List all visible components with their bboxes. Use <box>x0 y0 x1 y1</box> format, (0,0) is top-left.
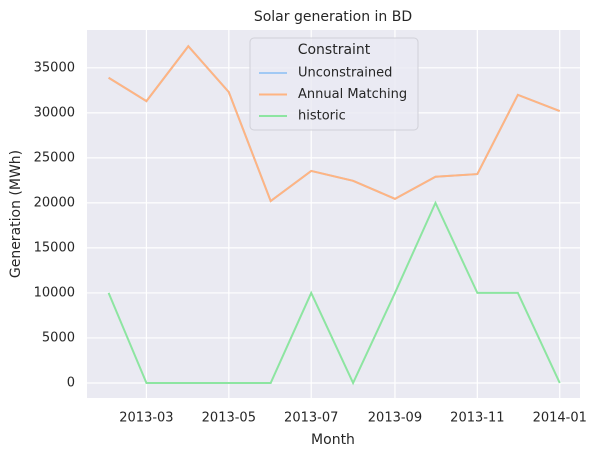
legend-label: historic <box>298 109 346 124</box>
chart-title: Solar generation in BD <box>254 9 412 25</box>
x-tick-label: 2014-01 <box>533 411 587 426</box>
x-axis-label: Month <box>311 432 355 448</box>
legend-label: Annual Matching <box>298 87 407 102</box>
x-tick-label: 2013-09 <box>368 411 422 426</box>
y-tick-label: 30000 <box>34 105 75 120</box>
x-tick-label: 2013-11 <box>450 411 504 426</box>
y-tick-label: 15000 <box>34 240 75 255</box>
y-tick-label: 10000 <box>34 285 75 300</box>
y-axis-label: Generation (MWh) <box>8 150 24 278</box>
legend-label: Unconstrained <box>298 66 392 81</box>
y-tick-label: 5000 <box>42 330 75 345</box>
x-tick-label: 2013-07 <box>284 411 338 426</box>
legend-box <box>249 37 419 131</box>
y-tick-label: 25000 <box>34 150 75 165</box>
legend-title: Constraint <box>298 42 371 58</box>
y-tick-label: 0 <box>67 375 75 390</box>
x-tick-label: 2013-03 <box>119 411 173 426</box>
y-tick-label: 35000 <box>34 60 75 75</box>
series-line <box>107 200 561 386</box>
series-line <box>108 44 561 203</box>
y-tick-label: 20000 <box>34 195 75 210</box>
x-tick-label: 2013-05 <box>202 411 256 426</box>
